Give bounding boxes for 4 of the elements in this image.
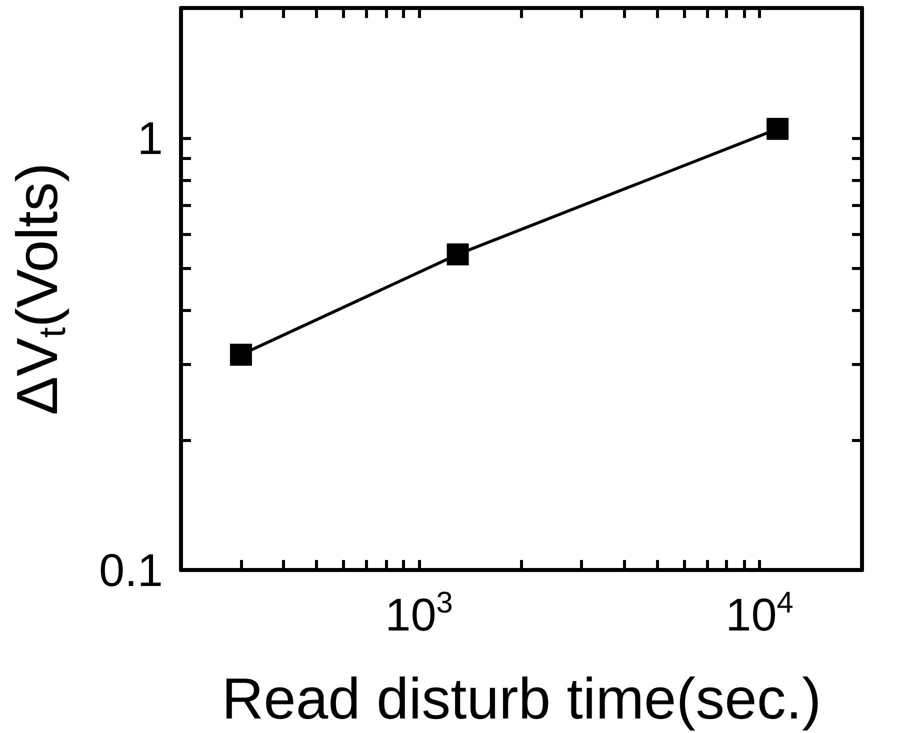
y-tick-label: 0.1 [99, 544, 163, 596]
y-axis-title: ΔVt(Volts) [5, 162, 73, 416]
y-tick-label: 1 [137, 112, 163, 164]
x-axis-title: Read disturb time(sec.) [222, 666, 822, 732]
